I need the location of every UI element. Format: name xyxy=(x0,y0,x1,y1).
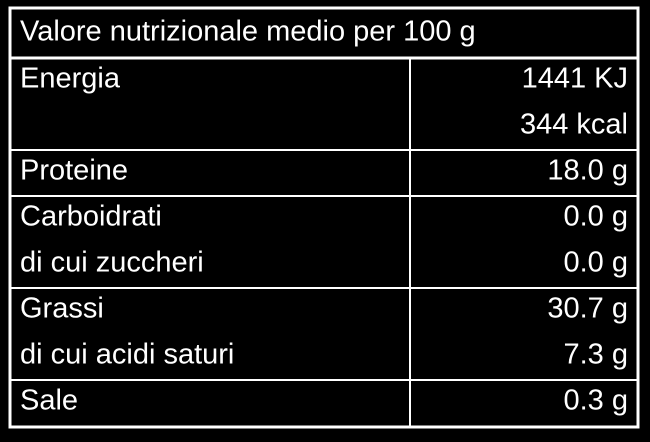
row-value: 7.3 g xyxy=(564,339,629,371)
row-value: 18.0 g xyxy=(547,155,628,187)
row-label: di cui acidi saturi xyxy=(20,339,234,371)
row-label: Energia xyxy=(20,63,121,95)
row-label: Carboidrati xyxy=(20,201,162,233)
row-label: di cui zuccheri xyxy=(20,247,204,279)
row-value: 30.7 g xyxy=(547,293,628,325)
row-value: 0.0 g xyxy=(564,247,629,279)
row-label: Sale xyxy=(20,385,78,417)
row-label: Proteine xyxy=(20,155,128,187)
table-title: Valore nutrizionale medio per 100 g xyxy=(20,16,476,48)
row-value: 0.3 g xyxy=(564,385,629,417)
table-border xyxy=(8,6,640,429)
row-value: 0.0 g xyxy=(564,201,629,233)
row-value: 1441 KJ xyxy=(522,63,628,95)
row-value: 344 kcal xyxy=(520,109,628,141)
row-label: Grassi xyxy=(20,293,104,325)
